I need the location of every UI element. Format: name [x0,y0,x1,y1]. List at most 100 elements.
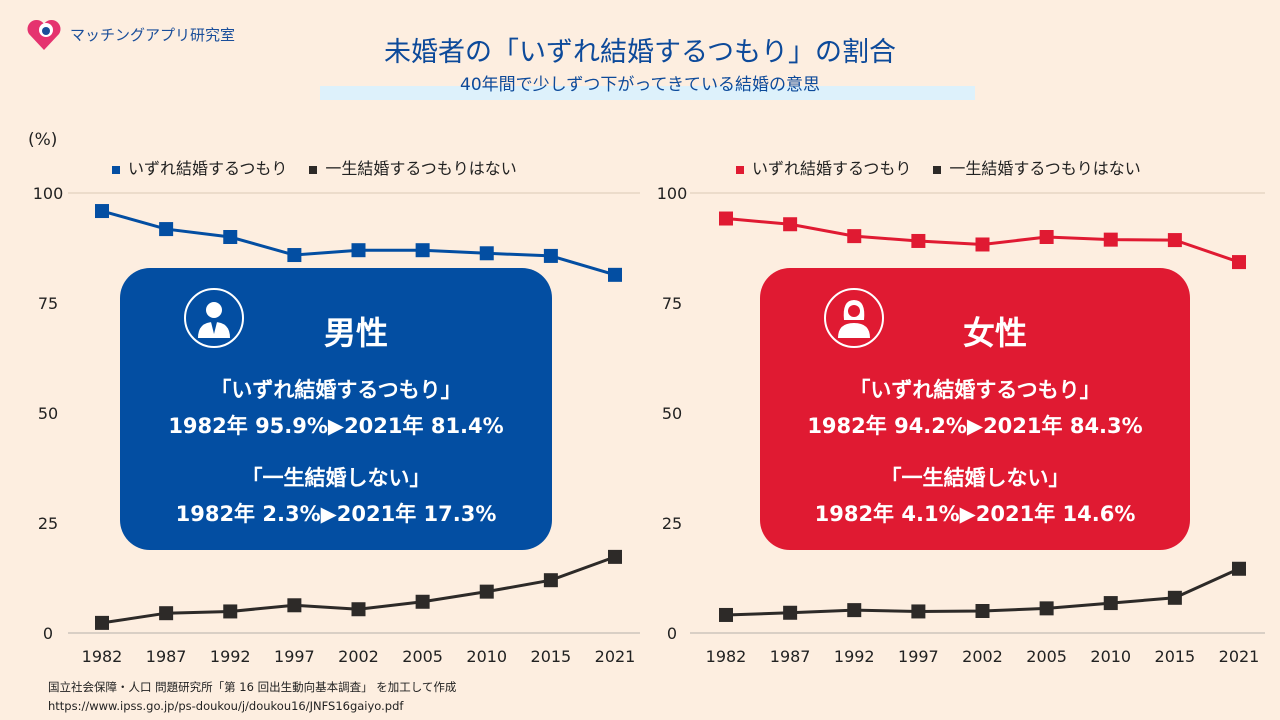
data-point [543,248,558,263]
y-tick-label: 0 [43,624,53,643]
never-values: 1982年 2.3%▶2021年 17.3% [175,502,497,526]
data-point [351,602,366,617]
x-tick-label: 2015 [1155,647,1196,666]
y-tick-label: 75 [38,294,58,313]
legend-male: いずれ結婚するつもり 一生結婚するつもりはない [112,155,517,179]
data-point [159,222,174,237]
male-label: 男性 [323,314,388,352]
legend-item: 一生結婚するつもりはない [309,155,517,179]
y-tick-label: 25 [38,514,58,533]
legend-swatch [112,165,120,174]
intend-values: 1982年 94.2%▶2021年 84.3% [807,414,1143,438]
data-point [351,243,366,258]
data-point [1232,561,1246,576]
heart-flask-icon [27,19,61,50]
source-note: 国立社会保障・人口 問題研究所「第 16 回出生動向基本調査」 を加工して作成 … [48,678,456,716]
data-point [223,230,238,244]
y-tick-label: 50 [662,404,682,423]
source-url[interactable]: https://www.ipss.go.jp/ps-doukou/j/douko… [48,699,404,713]
page-title: 未婚者の「いずれ結婚するつもり」の割合 [384,37,896,68]
y-tick-label: 100 [657,184,688,203]
data-point [608,267,622,282]
legend-label: 一生結婚するつもりはない [325,159,517,178]
x-tick-label: 1982 [82,647,123,666]
intend-label: 「いずれ結婚するつもり」 [849,378,1101,402]
y-tick-label: 0 [667,624,677,643]
data-point [847,603,862,618]
never-values: 1982年 4.1%▶2021年 14.6% [814,502,1136,526]
x-tick-label: 1992 [210,647,251,666]
x-tick-label: 1982 [706,647,747,666]
data-point [223,604,238,619]
data-point [1103,596,1118,611]
x-tick-label: 2010 [1090,647,1131,666]
page-subtitle: 40年間で少しずつ下がってきている結婚の意思 [460,75,820,95]
never-label: 「一生結婚しない」 [241,466,431,490]
x-tick-label: 2015 [531,647,572,666]
data-point [975,237,990,252]
data-point [975,604,990,618]
y-unit-label: (%) [28,130,58,150]
legend-swatch [736,165,744,174]
x-tick-label: 1987 [770,647,811,666]
legend-item: いずれ結婚するつもり [112,155,287,179]
x-tick-label: 1987 [146,647,187,666]
data-point [719,607,733,622]
legend-swatch [309,165,318,174]
data-point [415,594,430,609]
male-summary-box: 男性 「いずれ結婚するつもり」 1982年 95.9%▶2021年 81.4% … [120,268,552,550]
data-point [1039,230,1054,244]
x-tick-label: 1992 [834,647,875,666]
brand-name: マッチングアプリ研究室 [70,25,236,44]
data-point [719,211,733,226]
data-point [479,246,494,261]
data-point [479,584,494,599]
y-tick-label: 75 [662,294,682,313]
source-text: 国立社会保障・人口 問題研究所「第 16 回出生動向基本調査」 を加工して作成 [48,680,457,694]
data-point [95,615,109,630]
data-point [608,549,622,564]
data-point [911,233,926,248]
legend-swatch [933,165,942,174]
man-in-suit-icon [184,288,244,348]
data-point [287,598,302,613]
x-tick-label: 2005 [402,647,443,666]
series-line [101,209,616,277]
data-point [95,204,109,219]
y-tick-label: 25 [662,514,682,533]
legend-label: いずれ結婚するつもり [128,159,288,178]
x-tick-label: 1997 [898,647,939,666]
x-tick-label: 2021 [1219,647,1260,666]
legend-label: いずれ結婚するつもり [752,159,912,178]
x-tick-label: 2021 [595,647,636,666]
female-label: 女性 [962,314,1027,352]
woman-icon [824,288,884,348]
data-point [1167,590,1182,605]
intend-values: 1982年 95.9%▶2021年 81.4% [168,414,504,438]
x-tick-label: 1997 [274,647,315,666]
brand-logo[interactable]: マッチングアプリ研究室 [24,14,235,54]
legend-item: 一生結婚するつもりはない [933,155,1141,179]
data-point [415,243,430,258]
x-tick-label: 2010 [466,647,507,666]
data-point [1039,601,1054,616]
x-tick-label: 2005 [1026,647,1067,666]
legend-item: いずれ結婚するつもり [736,155,911,179]
x-tick-label: 2002 [962,647,1003,666]
data-point [287,248,302,263]
data-point [543,573,558,588]
data-point [1167,233,1182,248]
y-tick-label: 100 [33,184,64,203]
data-point [783,605,798,620]
x-tick-label: 2002 [338,647,379,666]
legend-label: 一生結婚するつもりはない [949,159,1141,178]
data-point [159,606,174,621]
intend-label: 「いずれ結婚するつもり」 [210,378,462,402]
data-point [911,604,926,619]
female-summary-box: 女性 「いずれ結婚するつもり」 1982年 94.2%▶2021年 84.3% … [760,268,1190,550]
legend-female: いずれ結婚するつもり 一生結婚するつもりはない [736,155,1141,179]
data-point [1103,232,1118,247]
data-point [847,229,862,244]
y-tick-label: 50 [38,404,58,423]
